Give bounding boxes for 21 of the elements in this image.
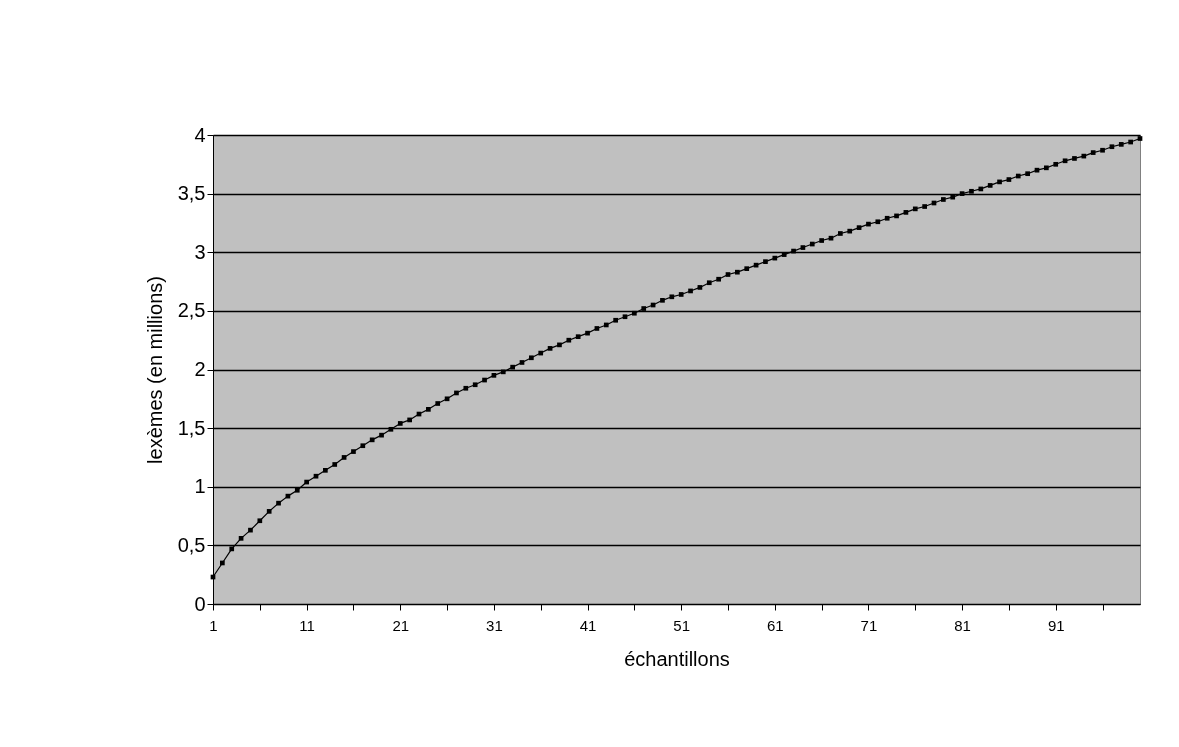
y-axis-title: lexèmes (en millions) xyxy=(143,276,166,464)
x-tick-label: 11 xyxy=(299,616,315,634)
y-tick-label: 2 xyxy=(194,358,206,380)
y-tick-label: 0,5 xyxy=(177,533,206,556)
x-tick-label: 61 xyxy=(766,616,784,634)
x-tick-label: 81 xyxy=(954,616,971,634)
y-tick-label: 1 xyxy=(194,475,206,498)
y-tick-label: 3,5 xyxy=(177,182,206,205)
x-tick-label: 31 xyxy=(486,616,503,634)
y-tick-label: 0 xyxy=(194,592,206,615)
x-tick-label: 41 xyxy=(579,616,597,634)
y-tick-label: 3 xyxy=(194,240,206,263)
x-tick-label: 51 xyxy=(673,616,691,634)
y-tick-label: 4 xyxy=(194,123,206,146)
x-axis-title: échantillons xyxy=(624,647,730,670)
y-tick-label: 2,5 xyxy=(177,299,206,322)
x-tick-label: 1 xyxy=(209,616,218,634)
x-tick-label: 91 xyxy=(1047,616,1065,634)
y-tick-label: 1,5 xyxy=(177,416,206,439)
x-tick-label: 71 xyxy=(860,616,878,634)
x-tick-label: 21 xyxy=(392,616,410,634)
